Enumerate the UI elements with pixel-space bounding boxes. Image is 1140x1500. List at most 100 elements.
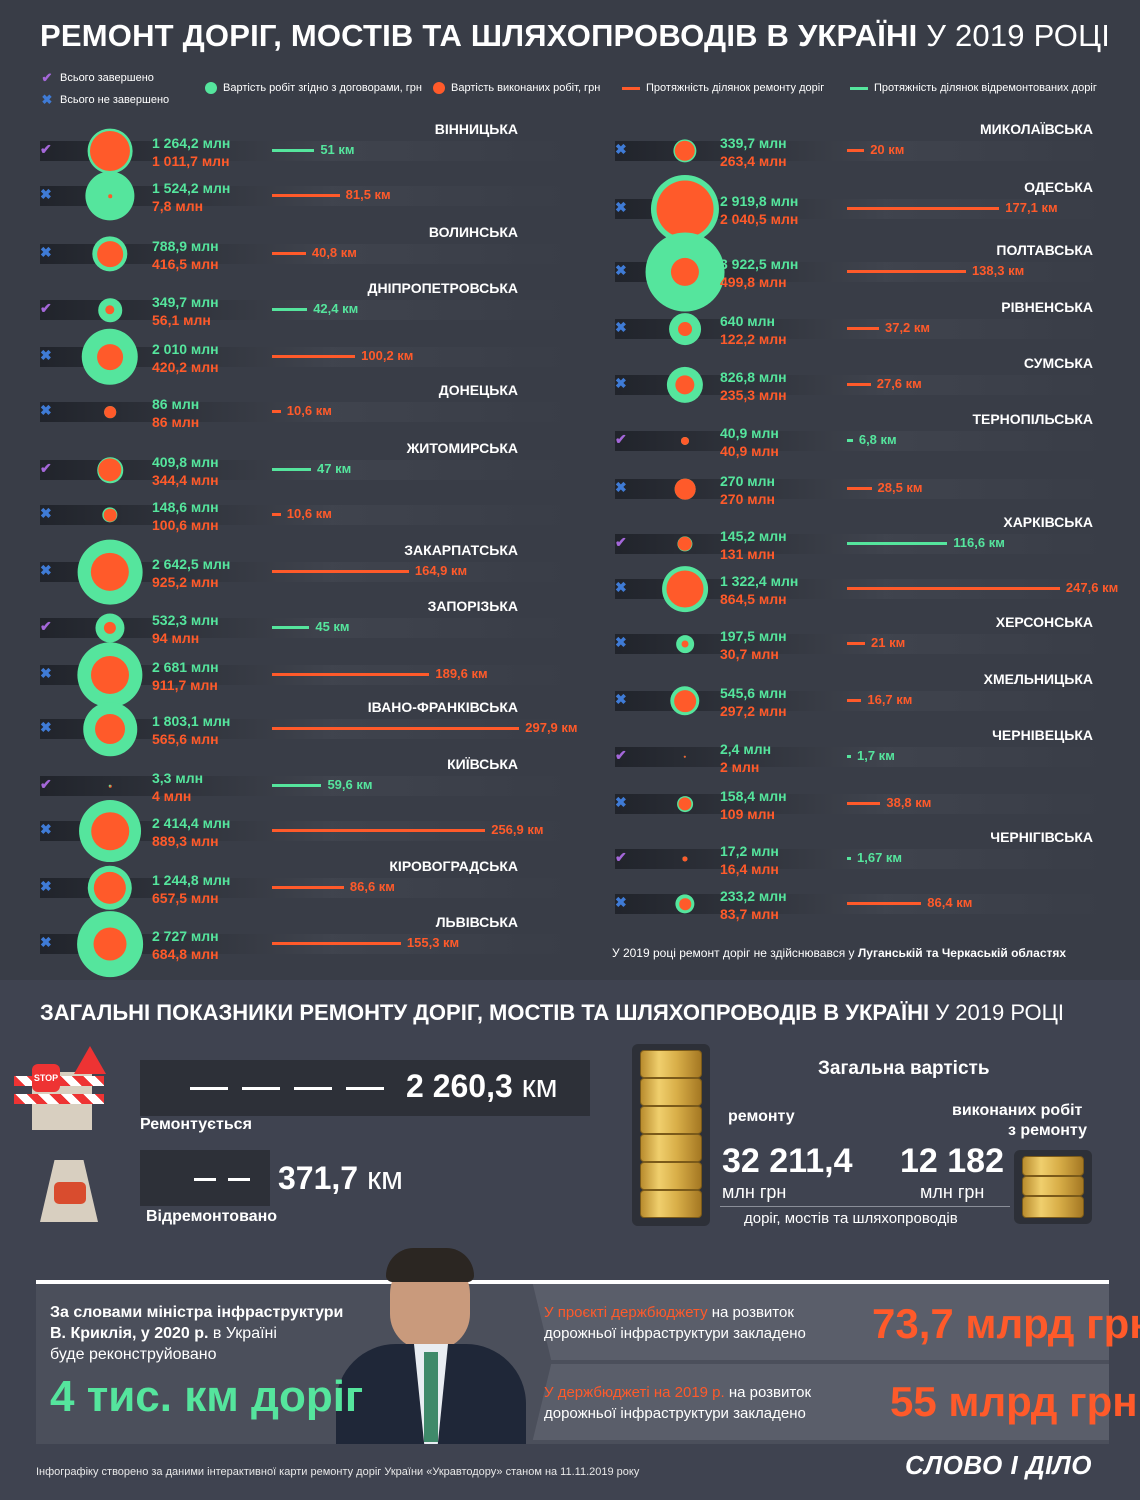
performed-circle xyxy=(677,536,693,552)
check-icon: ✔ xyxy=(41,70,53,85)
length-bar xyxy=(272,252,306,255)
cross-icon: ✖ xyxy=(40,244,52,260)
check-icon: ✔ xyxy=(615,534,627,550)
length-value: 20 км xyxy=(870,142,905,157)
length-value: 45 км xyxy=(315,619,350,634)
performed-circle xyxy=(105,305,115,315)
cost-values: 1 322,4 млн 864,5 млн xyxy=(720,572,798,608)
length-bar xyxy=(272,468,311,471)
cross-icon: ✖ xyxy=(40,347,52,363)
length-bar xyxy=(847,270,966,273)
length-value: 38,8 км xyxy=(886,795,932,810)
region-row-left: ✔ 349,7 млн 56,1 млн 42,4 км ДНІПРОПЕТРОВСЬК… xyxy=(40,280,570,330)
performed-cost-unit: млн грн xyxy=(920,1182,985,1202)
row-band xyxy=(615,431,1105,451)
road-dashes xyxy=(190,1087,390,1090)
cost-values: 532,3 млн 94 млн xyxy=(152,611,219,647)
region-row-right: ✔ 145,2 млн 131 млн 116,6 км ХАРКІВСЬКА xyxy=(615,514,1105,564)
region-row-right: ✖ 640 млн 122,2 млн 37,2 км РІВНЕНСЬКА xyxy=(615,299,1105,349)
length-value: 86,4 км xyxy=(927,895,973,910)
contract-value: 233,2 млн xyxy=(720,888,787,904)
length-bar xyxy=(847,902,922,905)
performed-value: 4 млн xyxy=(152,788,192,804)
cost-values: 788,9 млн 416,5 млн xyxy=(152,237,219,273)
check-icon: ✔ xyxy=(40,776,52,792)
contract-value: 1 244,8 млн xyxy=(152,872,231,888)
length-value: 86,6 км xyxy=(349,879,395,894)
performed-value: 270 млн xyxy=(720,491,775,507)
minister-quote: За словами міністра інфраструктури В. Кр… xyxy=(50,1304,344,1363)
length-value: 10,6 км xyxy=(286,506,332,521)
length-bar xyxy=(847,857,851,860)
length-value: 27,6 км xyxy=(876,376,922,391)
repair-cost-unit: млн грн xyxy=(722,1182,787,1202)
cost-values: 349,7 млн 56,1 млн xyxy=(152,293,219,329)
length-value: 42,4 км xyxy=(313,301,359,316)
budget-value-2: 55 млрд грн xyxy=(890,1378,1138,1425)
region-row-right: ✖ 826,8 млн 235,3 млн 27,6 км СУМСЬКА xyxy=(615,355,1105,405)
region-row-left: ✖ 788,9 млн 416,5 млн 40,8 км ВОЛИНСЬКА xyxy=(40,224,570,274)
performed-circle xyxy=(681,640,689,648)
contract-value: 2 919,8 млн xyxy=(720,193,799,209)
performed-value: 911,7 млн xyxy=(152,677,218,693)
length-bar xyxy=(272,570,409,573)
note: У 2019 році ремонт доріг не здійснювався… xyxy=(612,946,1067,960)
contract-value: 1 803,1 млн xyxy=(152,713,231,729)
contract-value: 3 922,5 млн xyxy=(720,256,799,272)
contract-value: 2 010 млн xyxy=(152,341,219,357)
length-value: 6,8 км xyxy=(858,432,897,447)
length-value: 164,9 км xyxy=(414,563,468,578)
cross-icon: ✖ xyxy=(40,665,52,681)
contract-value: 3,3 млн xyxy=(152,770,204,786)
length-value: 177,1 км xyxy=(1005,200,1058,215)
performed-circle xyxy=(98,458,122,482)
repaired-value: 371,7 км xyxy=(278,1160,403,1196)
length-bar xyxy=(272,727,520,730)
region-row-right: ✖ 339,7 млн 263,4 млн 20 км МИКОЛАЇВСЬКА xyxy=(615,121,1105,171)
cost-values: 2,4 млн 2 млн xyxy=(720,740,771,776)
green-line-icon xyxy=(850,86,868,90)
region-row-right: ✖ 1 322,4 млн 864,5 млн 247,6 км xyxy=(615,565,1118,612)
performed-circle xyxy=(674,478,696,500)
row-band xyxy=(40,402,570,422)
forecast-box xyxy=(36,1248,1109,1444)
contract-value: 197,5 млн xyxy=(720,628,787,644)
performed-circle xyxy=(103,508,117,522)
footer-source: Інфографіку створено за даними інтеракти… xyxy=(36,1466,640,1478)
contract-value: 532,3 млн xyxy=(152,612,219,628)
region-name: МИКОЛАЇВСЬКА xyxy=(979,121,1093,137)
cost-values: 2 642,5 млн 925,2 млн xyxy=(152,555,230,591)
region-name: КИЇВСЬКА xyxy=(447,756,518,772)
length-value: 37,2 км xyxy=(884,320,931,335)
performed-cost-value: 12 182 xyxy=(900,1142,1004,1180)
length-value: 297,9 км xyxy=(525,720,578,735)
cost-values: 339,7 млн 263,4 млн xyxy=(720,134,787,170)
cost-values: 545,6 млн 297,2 млн xyxy=(720,684,787,720)
contract-value: 2 642,5 млн xyxy=(152,556,231,572)
performed-circle xyxy=(97,344,123,370)
legend-length-repaired: Протяжність ділянок відремонтованих дорі… xyxy=(874,82,1097,94)
performed-value: 2 040,5 млн xyxy=(720,211,799,227)
stop-sign-icon: STOP xyxy=(32,1064,60,1092)
length-value: 21 км xyxy=(871,635,906,650)
length-bar xyxy=(272,513,281,516)
contract-value: 1 322,4 млн xyxy=(720,573,799,589)
region-row-left: ✖ 1 244,8 млн 657,5 млн 86,6 км КІРОВОГРАДСЬ… xyxy=(40,858,570,911)
performed-value: 344,4 млн xyxy=(152,472,219,488)
length-value: 247,6 км xyxy=(1065,580,1119,595)
performed-value: 30,7 млн xyxy=(720,646,779,662)
length-bar xyxy=(272,355,356,358)
region-name: СУМСЬКА xyxy=(1023,355,1093,371)
cost-values: 2 681 млн 911,7 млн xyxy=(152,658,219,694)
region-row-right: ✔ 17,2 млн 16,4 млн 1,67 км ЧЕРНІГІВСЬКА xyxy=(615,829,1105,879)
repair-cost-value: 32 211,4 xyxy=(722,1142,853,1180)
length-bar xyxy=(847,642,866,645)
length-bar xyxy=(847,383,871,386)
performed-circle xyxy=(675,375,695,395)
cross-icon: ✖ xyxy=(615,375,627,391)
contract-value: 86 млн xyxy=(152,396,200,412)
length-bar xyxy=(272,149,315,152)
region-name: РІВНЕНСЬКА xyxy=(1001,299,1093,315)
performed-circle xyxy=(656,180,714,238)
car-road-icon xyxy=(40,1160,100,1226)
